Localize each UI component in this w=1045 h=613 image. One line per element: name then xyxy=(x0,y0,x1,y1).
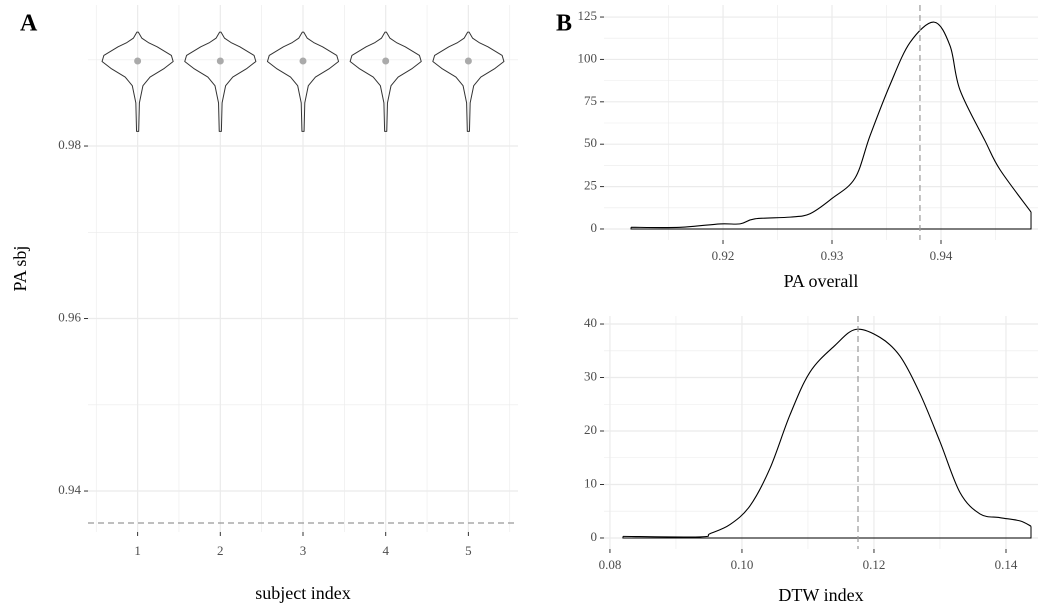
y-tick-label: 0.94 xyxy=(58,482,81,497)
x-tick-label: 0.94 xyxy=(930,248,953,263)
median-point xyxy=(134,57,142,65)
y-tick-label: 50 xyxy=(584,135,597,150)
median-point xyxy=(464,57,472,65)
y-tick-label: 30 xyxy=(584,368,597,383)
violin xyxy=(349,31,422,132)
x-tick-label: 0.08 xyxy=(599,557,622,572)
y-tick-label: 0 xyxy=(591,220,598,235)
panel-label: B xyxy=(556,11,572,37)
violin xyxy=(266,31,340,132)
x-tick-label: 0.12 xyxy=(863,557,886,572)
x-axis-title: subject index xyxy=(255,583,350,603)
y-axis-title: PA sbj xyxy=(10,246,30,292)
violin xyxy=(184,31,257,132)
y-tick-label: 40 xyxy=(584,315,597,330)
x-tick-label: 1 xyxy=(134,543,141,558)
x-tick-label: 0.92 xyxy=(712,248,735,263)
y-tick-label: 10 xyxy=(584,475,597,490)
median-point xyxy=(382,57,390,65)
density-curve xyxy=(622,328,1032,538)
density-outline xyxy=(622,526,1032,539)
x-tick-label: 0.14 xyxy=(995,557,1018,572)
y-tick-label: 25 xyxy=(584,178,597,193)
x-tick-label: 4 xyxy=(382,543,389,558)
y-tick-label: 0 xyxy=(591,529,598,544)
x-axis-title: PA overall xyxy=(784,271,859,291)
panel-label: A xyxy=(20,11,38,37)
y-tick-label: 100 xyxy=(578,50,598,65)
x-tick-label: 5 xyxy=(465,543,472,558)
y-tick-label: 0.96 xyxy=(58,310,81,325)
density-outline xyxy=(630,212,1032,230)
violin xyxy=(101,31,174,132)
x-tick-label: 0.93 xyxy=(821,248,844,263)
y-tick-label: 20 xyxy=(584,422,597,437)
x-tick-label: 3 xyxy=(300,543,307,558)
y-tick-label: 125 xyxy=(578,8,598,23)
x-axis-title: DTW index xyxy=(778,585,863,605)
median-point xyxy=(299,57,307,65)
median-point xyxy=(216,57,224,65)
violin xyxy=(432,31,505,132)
y-tick-label: 0.98 xyxy=(58,137,81,152)
x-tick-label: 0.10 xyxy=(731,557,754,572)
density-curve xyxy=(631,21,1032,229)
x-tick-label: 2 xyxy=(217,543,224,558)
y-tick-label: 75 xyxy=(584,93,597,108)
